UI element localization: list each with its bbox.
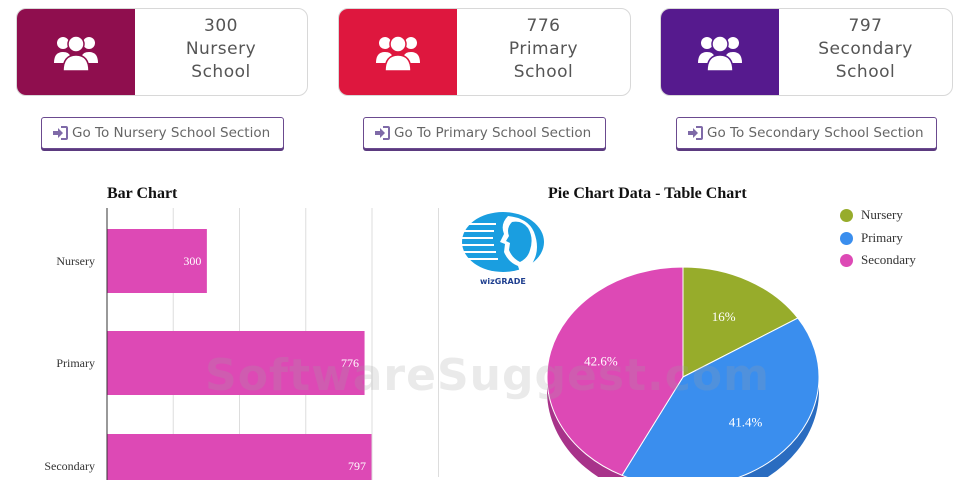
users-group-icon (54, 35, 98, 72)
primary-card: 776 Primary School (338, 8, 631, 96)
sign-in-icon (688, 126, 703, 140)
primary-count: 776 (526, 16, 561, 36)
wizgrade-logo-text: wizGRADE (480, 277, 526, 286)
pie-value-label: 41.4% (729, 415, 763, 430)
secondary-card: 797 Secondary School (660, 8, 953, 96)
bar-category-label: Nursery (56, 254, 95, 268)
legend-primary[interactable]: Primary (840, 230, 903, 246)
legend-nursery[interactable]: Nursery (840, 207, 903, 223)
nursery-count: 300 (204, 16, 238, 36)
legend-dot-nursery (840, 208, 853, 222)
pie-chart-title: Pie Chart Data - Table Chart (548, 185, 747, 202)
go-to-nursery-label: Go To Nursery School Section (72, 125, 271, 141)
secondary-card-text: 797 Secondary School (779, 15, 952, 84)
pie-chart: 16% 41.4% 42.6% (546, 266, 820, 477)
bar-primary[interactable] (107, 331, 365, 395)
pie-value-label: 16% (712, 309, 736, 324)
legend-label-secondary: Secondary (861, 252, 916, 267)
legend-secondary[interactable]: Secondary (840, 252, 916, 268)
go-to-nursery-button[interactable]: Go To Nursery School Section (41, 117, 284, 149)
nursery-icon-box (17, 9, 135, 95)
bar-chart-title: Bar Chart (107, 185, 178, 202)
go-to-primary-label: Go To Primary School Section (394, 125, 592, 141)
legend-label-primary: Primary (861, 230, 903, 245)
go-to-primary-button[interactable]: Go To Primary School Section (363, 117, 606, 149)
legend-label-nursery: Nursery (861, 207, 903, 222)
secondary-label-line2: School (835, 62, 896, 82)
go-to-secondary-label: Go To Secondary School Section (707, 125, 924, 141)
secondary-icon-box (661, 9, 779, 95)
pie-slice-nursery[interactable] (682, 266, 799, 378)
bar-category-label: Secondary (44, 459, 95, 473)
bar-value-label: 776 (341, 356, 359, 370)
bar-category-label: Primary (56, 356, 95, 370)
bar-nursery[interactable] (107, 229, 207, 293)
secondary-label-line1: Secondary (818, 39, 913, 59)
wizgrade-logo-mark (461, 212, 544, 272)
legend-dot-secondary (840, 253, 853, 267)
go-to-secondary-button[interactable]: Go To Secondary School Section (676, 117, 937, 149)
sign-in-icon (53, 126, 68, 140)
users-group-icon (698, 35, 742, 72)
primary-icon-box (339, 9, 457, 95)
chart-divider (438, 208, 439, 477)
nursery-label-line1: Nursery (185, 39, 257, 59)
users-group-icon (376, 35, 420, 72)
primary-card-text: 776 Primary School (457, 15, 630, 84)
bar-secondary[interactable] (107, 434, 372, 480)
primary-label-line2: School (513, 62, 574, 82)
secondary-count: 797 (848, 16, 883, 36)
bar-value-label: 300 (183, 254, 201, 268)
legend-dot-primary (840, 231, 853, 245)
bar-value-label: 797 (348, 459, 366, 473)
bar-chart: 300 Nursery 776 Primary 797 Secondary (44, 208, 373, 480)
pie-slice-primary[interactable] (621, 317, 820, 477)
nursery-card: 300 Nursery School (16, 8, 308, 96)
nursery-card-text: 300 Nursery School (135, 15, 307, 84)
primary-label-line1: Primary (508, 39, 579, 59)
nursery-label-line2: School (191, 62, 251, 82)
sign-in-icon (375, 126, 390, 140)
pie-value-label: 42.6% (584, 353, 618, 368)
wizgrade-logo: wizGRADE (460, 210, 546, 290)
pie-slice-secondary[interactable] (546, 266, 684, 476)
